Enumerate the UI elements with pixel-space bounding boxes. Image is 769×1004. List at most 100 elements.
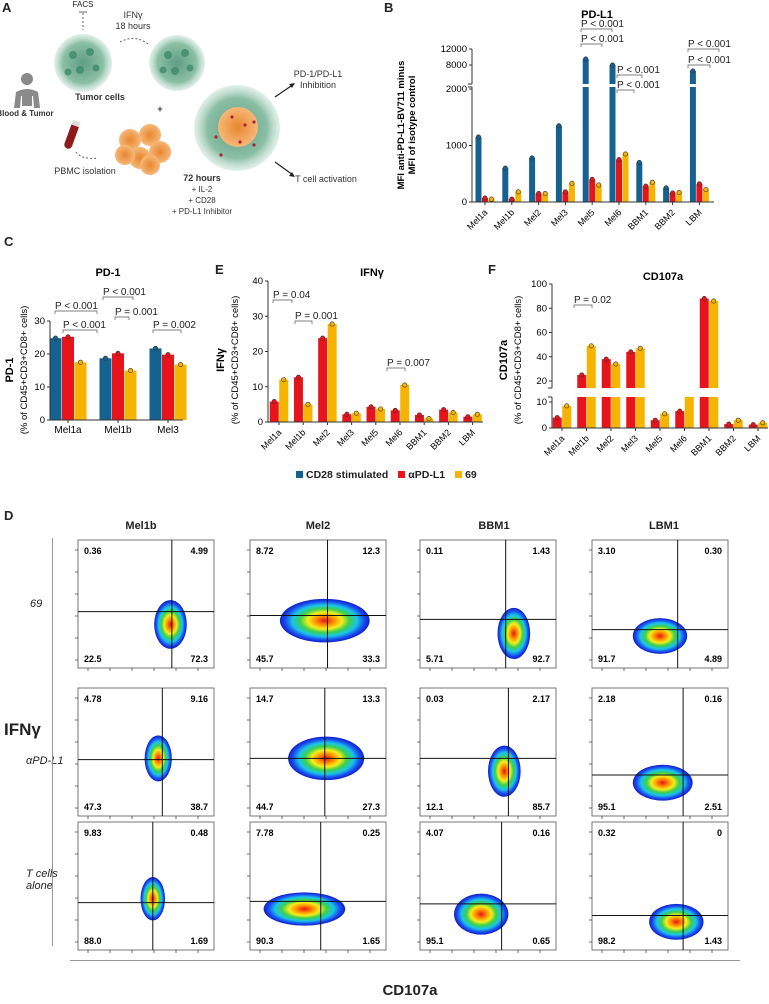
bar-b-mel3-1 — [562, 191, 569, 202]
data-point — [426, 415, 432, 421]
x-tick-label: Mel6 — [668, 433, 689, 454]
significance-bracket — [272, 299, 293, 303]
y-tick-label: 40 — [536, 352, 547, 363]
significance-bracket — [62, 329, 98, 333]
data-point — [402, 382, 408, 388]
legend-item-cd28: CD28 stimulated — [296, 469, 388, 481]
x-tick-label: Mel3 — [619, 433, 640, 454]
hours18-label: 18 hours — [115, 21, 151, 31]
density-contour — [263, 892, 346, 926]
bar-e-bbm1-0 — [414, 414, 424, 422]
y-tick-label: 60 — [536, 328, 547, 339]
quadrant-ll-value: 95.1 — [426, 936, 444, 946]
bar-b-mel3-2 — [568, 183, 575, 202]
bar-e-mel1b-0 — [293, 377, 303, 422]
density-contour — [279, 598, 370, 643]
quadrant-ll-value: 91.7 — [598, 654, 616, 664]
density-contour — [649, 903, 704, 940]
data-point — [760, 420, 766, 426]
legend-label: CD28 stimulated — [306, 469, 389, 481]
bar-e-mel6-1 — [400, 384, 410, 422]
x-tick-label: Mel1b — [567, 433, 591, 457]
pd1-inhibition-label-1: PD-1/PD-L1 — [293, 69, 343, 79]
bar-f-mel1b-1 — [586, 345, 596, 428]
quadrant-ul-value: 7.78 — [256, 828, 274, 838]
quadrant-ur-value: 9.16 — [190, 694, 208, 704]
quadrant-ul-value: 0.11 — [426, 546, 443, 556]
data-point — [622, 151, 628, 157]
data-point — [378, 406, 384, 412]
quadrant-lr-value: 72.3 — [190, 654, 208, 664]
quadrant-ll-value: 98.2 — [598, 936, 616, 946]
p-value-label: P < 0.001 — [688, 55, 731, 66]
y-tick-label: 10 — [34, 382, 45, 393]
bar-f-bbm1-1 — [709, 300, 719, 428]
bar-f-mel5-0 — [650, 420, 660, 428]
data-point — [128, 367, 134, 373]
legend-swatch — [398, 471, 406, 478]
significance-bracket — [616, 89, 635, 93]
y-tick-label: 8000 — [446, 60, 467, 71]
bar-e-bbm2-0 — [439, 409, 449, 422]
y-tick-label: 0 — [40, 415, 45, 426]
y-axis-label: IFNγ — [215, 347, 227, 372]
quadrant-ll-value: 5.71 — [426, 654, 444, 664]
data-point — [616, 157, 622, 163]
legend-item-apdl1: αPD-L1 — [398, 469, 445, 481]
data-point — [609, 62, 615, 68]
significance-bracket — [152, 329, 182, 333]
data-point — [711, 298, 717, 304]
data-point — [562, 189, 568, 195]
quadrant-ur-value: 0.16 — [532, 828, 550, 838]
x-tick-label: Mel2 — [522, 207, 543, 228]
blood-tumor-label: Blood & Tumor — [0, 109, 54, 118]
y-tick-label: 80 — [536, 303, 547, 314]
bar-b-bbm2-0 — [663, 187, 670, 202]
data-point — [529, 155, 535, 161]
p-value-label: P < 0.001 — [688, 39, 731, 50]
bar-b-mel2-1 — [535, 193, 542, 202]
quadrant-ll-value: 44.7 — [256, 802, 274, 812]
x-tick-label: Mel2 — [311, 427, 332, 448]
flow-plot-lbm1-row-0: 3.10 0.30 91.7 4.89 — [589, 539, 729, 671]
x-tick-label: BBM1 — [626, 207, 650, 231]
density-contour — [454, 893, 509, 935]
y-tick-label: 20 — [252, 347, 263, 358]
significance-bracket — [114, 316, 130, 320]
x-tick-label: Mel6 — [603, 207, 624, 228]
hours72-label: 72 hours — [183, 173, 221, 183]
bar-b-mel3-0 — [555, 125, 562, 202]
data-point — [103, 355, 109, 361]
flow-plot-mel1b-row-0: 0.36 4.99 22.5 72.3 — [75, 539, 215, 671]
bar-b-lbm-1 — [696, 183, 703, 202]
data-point — [271, 399, 277, 405]
y-axis-label: PD-1 — [4, 357, 16, 382]
bar-e-mel5-0 — [366, 406, 376, 422]
blood-tube-icon — [64, 119, 81, 149]
data-point — [556, 123, 562, 129]
data-point — [416, 412, 422, 418]
quadrant-lr-value: 2.51 — [704, 802, 722, 812]
flow-plot-mel2-row-1: 14.7 13.3 44.7 27.3 — [247, 687, 387, 819]
bar-e-mel3-1 — [351, 413, 361, 422]
cd28-label: + CD28 — [188, 196, 216, 205]
plus-label: + — [157, 104, 163, 114]
panel-label-e: E — [215, 262, 224, 277]
bar-b-bbm1-2 — [649, 182, 656, 202]
data-point — [726, 421, 732, 427]
bar-b-mel2-0 — [529, 157, 536, 202]
y-tick-label: 0 — [462, 197, 467, 208]
y-axis-label: MFI anti-PD-L1-BV711 minus — [396, 61, 407, 190]
quadrant-lr-value: 92.7 — [532, 654, 550, 664]
data-point — [735, 417, 741, 423]
y-axis-label: (% of CD45+CD3+CD8+ cells) — [513, 296, 524, 425]
p-value-label: P < 0.001 — [103, 287, 146, 298]
data-point — [569, 180, 575, 186]
y-axis-label: (% of CD45+CD3+CD8+ cells) — [19, 306, 30, 435]
bar-b-mel5-1 — [589, 179, 596, 202]
x-tick-label: Mel1b — [104, 425, 132, 436]
bar-charts: PD-L1 MFI anti-PD-L1-BV711 minus MFI of is… — [4, 9, 769, 458]
significance-bracket — [580, 28, 613, 32]
y-tick-label: 0 — [542, 423, 547, 434]
legend-label: αPD-L1 — [408, 469, 446, 481]
